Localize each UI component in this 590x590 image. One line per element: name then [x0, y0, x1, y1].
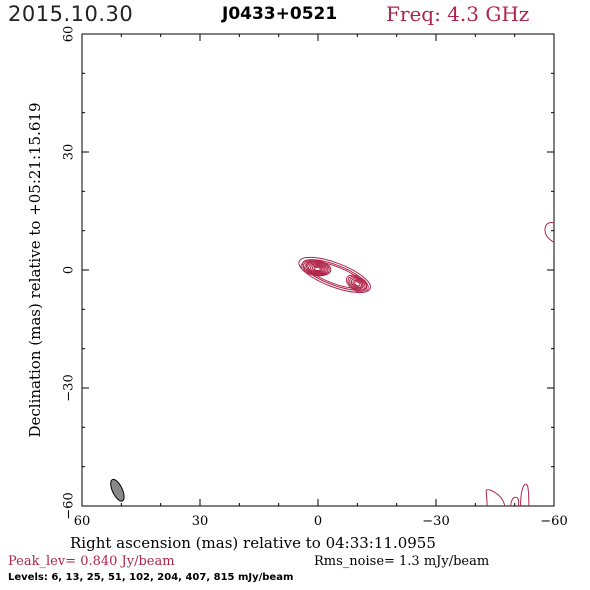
contour-jet-knot — [352, 279, 363, 288]
contour-levels-text: Levels: 6, 13, 25, 51, 102, 204, 407, 81… — [8, 572, 294, 583]
contour-jet-knot — [345, 274, 369, 293]
axis-tick-labels: 60 30 0 −30 −60 −60 −30 0 30 60 — [62, 26, 568, 529]
contour-lines — [298, 256, 371, 293]
y-tick-label: 60 — [62, 26, 77, 43]
axis-ticks — [81, 33, 555, 507]
peak-level: Peak_lev= 0.840 Jy/beam — [8, 554, 175, 569]
x-tick-label: −30 — [422, 514, 449, 529]
contour-jet-knot — [354, 281, 361, 287]
beam-shape — [110, 478, 125, 502]
x-tick-label: 60 — [74, 514, 91, 529]
y-tick-label: 30 — [62, 144, 77, 161]
y-tick-label: −60 — [62, 492, 77, 519]
contour-jet-knot — [350, 278, 364, 289]
y-tick-label: 0 — [62, 266, 77, 274]
x-axis-label: Right ascension (mas) relative to 04:33:… — [70, 534, 436, 552]
contour-core — [306, 262, 327, 275]
rms-noise: Rms_noise= 1.3 mJy/beam — [314, 554, 490, 569]
contour-core — [311, 265, 323, 272]
contour-core — [310, 264, 324, 273]
observation-date: 2015.10.30 — [8, 2, 134, 26]
y-tick-label: −30 — [62, 374, 77, 401]
contour-core — [304, 261, 329, 275]
edge-contour-right — [544, 222, 555, 243]
frequency-label: Freq: 4.3 GHz — [386, 2, 530, 26]
plot-frame — [81, 33, 555, 507]
edge-contour-bottom-2 — [510, 496, 520, 507]
contour-jet-knot — [347, 275, 368, 292]
contour-jet-knot — [349, 277, 366, 291]
beam-ellipse — [110, 478, 125, 502]
contour-core — [313, 266, 321, 272]
edge-contour-bottom-3 — [520, 483, 530, 507]
y-axis-label: Declination (mas) relative to +05:21:15.… — [26, 102, 44, 438]
x-tick-label: 30 — [192, 514, 209, 529]
source-name: J0433+0521 — [222, 4, 338, 24]
contour-core — [308, 263, 326, 274]
contour-core — [300, 259, 332, 277]
x-tick-label: −60 — [540, 514, 567, 529]
x-tick-label: 0 — [314, 514, 322, 529]
contour-envelope — [298, 256, 371, 293]
contour-core — [302, 260, 330, 276]
edge-contours — [485, 222, 555, 507]
edge-contour-bottom — [485, 489, 506, 507]
